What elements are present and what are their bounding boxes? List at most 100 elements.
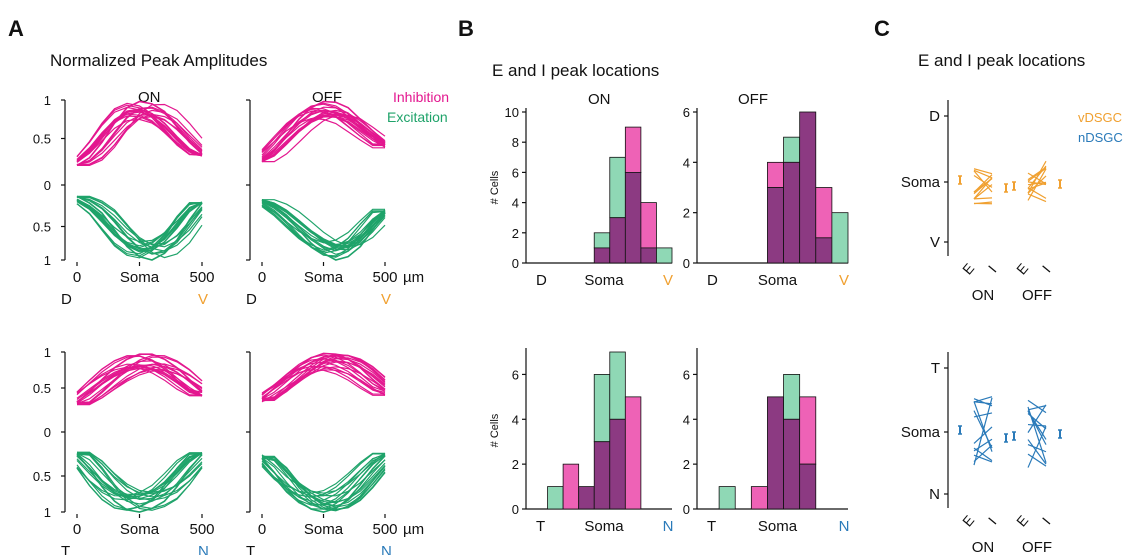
x-label-on: ON (972, 287, 995, 304)
overlap-bar (593, 441, 611, 510)
overlap-bar (783, 161, 801, 264)
excitation-trace (261, 199, 386, 255)
excitation-trace (76, 201, 203, 249)
x-tick-label: 500 (189, 521, 214, 538)
direction-label-start: T (246, 543, 255, 555)
inhibition-bar (815, 187, 833, 239)
cell-pair-line (973, 444, 993, 462)
cell-pair-line (1027, 404, 1047, 433)
inhibition-trace (262, 114, 386, 163)
excitation-trace (261, 201, 386, 251)
y-tick-label: 6 (512, 367, 519, 382)
x-tick-label-end: V (663, 272, 673, 289)
excitation-trace (76, 199, 203, 243)
legend-excitation: Excitation (387, 109, 448, 125)
x-tick-label-soma: Soma (758, 272, 798, 289)
panel-c-title: E and I peak locations (918, 51, 1085, 70)
y-tick-label: 1 (44, 93, 51, 108)
inhibition-series-line (261, 352, 386, 400)
excitation-bar (718, 486, 736, 510)
inhibition-bar (767, 161, 784, 188)
cell-pair-line (973, 184, 993, 200)
cell-pair-line (973, 169, 993, 179)
panel-a-title: Normalized Peak Amplitudes (50, 51, 267, 70)
x-tick-label-start: T (707, 518, 716, 535)
y-tick-label: 0.5 (33, 469, 51, 484)
x-unit-label: µm (403, 269, 424, 286)
y-tick-label: D (929, 108, 940, 125)
inhibition-bar (640, 202, 657, 249)
x-tick-label: 500 (372, 269, 397, 286)
inhibition-series-line (261, 100, 386, 163)
inhibition-bar (624, 396, 642, 510)
excitation-bar (831, 212, 849, 264)
x-label-off: OFF (1022, 539, 1052, 555)
x-tick-label-soma: Soma (758, 518, 798, 535)
cell-pair-line (1027, 453, 1047, 467)
excitation-bar (783, 136, 801, 163)
inhibition-trace (77, 370, 203, 406)
panel-b-label: B (458, 16, 474, 41)
overlap-bar (799, 463, 817, 510)
y-tick-label: 6 (683, 367, 690, 382)
cell-pair-line (1027, 160, 1047, 194)
x-tick-label: 500 (189, 269, 214, 286)
x-unit-label: µm (403, 521, 424, 538)
excitation-trace (76, 198, 203, 252)
excitation-trace (76, 452, 202, 497)
x-tick-label: 0 (73, 269, 81, 286)
panel-b-title: E and I peak locations (492, 61, 659, 80)
inhibition-bar (624, 126, 642, 173)
direction-label-end: V (198, 291, 208, 308)
excitation-trace (76, 452, 203, 497)
excitation-bar (609, 156, 626, 219)
cell-pair-line (1027, 187, 1047, 199)
direction-label-end: N (381, 543, 392, 555)
y-tick-label: 4 (683, 155, 690, 170)
cell-pair-line (973, 168, 993, 175)
overlap-bar (624, 171, 642, 264)
x-label-e: E (959, 260, 977, 277)
overlap-bar (799, 111, 817, 264)
overlap-bar (593, 247, 611, 264)
inhibition-bar (562, 463, 580, 510)
x-tick-label: Soma (304, 521, 344, 538)
cell-pair-line (973, 438, 993, 452)
y-tick-label: 2 (512, 457, 519, 472)
y-tick-label: 2 (683, 206, 690, 221)
x-tick-label: Soma (120, 269, 160, 286)
y-axis-label: # Cells (489, 413, 501, 447)
y-axis-label: # Cells (489, 170, 501, 204)
excitation-trace (261, 457, 386, 512)
excitation-series-line (261, 198, 386, 261)
inhibition-trace (77, 103, 203, 166)
excitation-trace (76, 196, 203, 255)
cell-pair-line (1027, 405, 1047, 411)
y-tick-label: 0.5 (33, 381, 51, 396)
overlap-bar (640, 247, 657, 264)
inhibition-trace (261, 107, 386, 153)
x-tick-label-start: D (707, 272, 718, 289)
y-tick-label: 0 (512, 256, 519, 271)
x-label-on: ON (972, 539, 995, 555)
y-tick-label: 1 (44, 345, 51, 360)
direction-label-start: D (61, 291, 72, 308)
inhibition-trace (261, 109, 386, 159)
x-tick-label: 500 (372, 521, 397, 538)
excitation-trace (76, 453, 202, 511)
cell-pair-line (973, 397, 993, 466)
excitation-trace (76, 202, 202, 255)
y-tick-label: 8 (512, 135, 519, 150)
excitation-trace (261, 453, 385, 498)
inhibition-trace (76, 113, 203, 166)
x-tick-label-end: V (839, 272, 849, 289)
x-label-off: OFF (1022, 287, 1052, 304)
cell-pair-line (1027, 439, 1047, 465)
cell-pair-line (1027, 166, 1047, 181)
y-tick-label: 4 (512, 196, 519, 211)
x-label-e: E (1013, 260, 1031, 277)
overlap-bar (815, 237, 833, 264)
legend-ndsgc: nDSGC (1078, 130, 1123, 145)
